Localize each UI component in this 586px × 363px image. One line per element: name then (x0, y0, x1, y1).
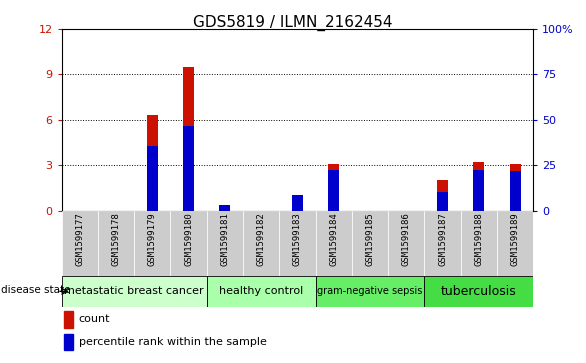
Bar (183, 67, 194, 211)
Text: GSM1599177: GSM1599177 (75, 212, 84, 266)
Text: GSM1599178: GSM1599178 (111, 212, 121, 266)
Bar (292, 206, 303, 211)
Bar (424, 276, 533, 307)
Bar (315, 276, 424, 307)
Bar (497, 211, 533, 276)
Bar (315, 211, 352, 276)
Bar (292, 195, 303, 211)
Text: GSM1599181: GSM1599181 (220, 212, 229, 266)
Bar (62, 211, 98, 276)
Bar (207, 276, 315, 307)
Bar (388, 211, 424, 276)
Bar (207, 211, 243, 276)
Text: GSM1599180: GSM1599180 (184, 212, 193, 266)
Bar (98, 211, 134, 276)
Bar (473, 170, 484, 211)
Bar (62, 276, 207, 307)
Bar (510, 164, 520, 211)
Text: metastatic breast cancer: metastatic breast cancer (64, 286, 204, 296)
Bar (280, 211, 315, 276)
Bar (134, 211, 171, 276)
Bar (328, 170, 339, 211)
Bar (510, 171, 520, 211)
Text: GSM1599184: GSM1599184 (329, 212, 338, 266)
Bar (64, 334, 73, 350)
Bar (219, 205, 230, 211)
Text: gram-negative sepsis: gram-negative sepsis (317, 286, 423, 296)
Text: count: count (79, 314, 110, 325)
Bar (352, 211, 388, 276)
Text: GSM1599179: GSM1599179 (148, 212, 156, 266)
Bar (183, 126, 194, 211)
Text: tuberculosis: tuberculosis (441, 285, 517, 298)
Text: healthy control: healthy control (219, 286, 303, 296)
Text: GSM1599189: GSM1599189 (510, 212, 520, 266)
Text: GSM1599185: GSM1599185 (366, 212, 374, 266)
Text: GDS5819 / ILMN_2162454: GDS5819 / ILMN_2162454 (193, 15, 393, 31)
Bar (219, 210, 230, 211)
Text: GSM1599186: GSM1599186 (402, 212, 411, 266)
Bar (171, 211, 207, 276)
Text: GSM1599183: GSM1599183 (293, 212, 302, 266)
Bar (437, 180, 448, 211)
Text: GSM1599188: GSM1599188 (474, 212, 483, 266)
Text: GSM1599187: GSM1599187 (438, 212, 447, 266)
Bar (424, 211, 461, 276)
Text: GSM1599182: GSM1599182 (257, 212, 265, 266)
Bar (147, 146, 158, 211)
Bar (473, 162, 484, 211)
Text: disease state: disease state (1, 285, 71, 295)
Bar (328, 164, 339, 211)
Bar (243, 211, 280, 276)
Bar (147, 115, 158, 211)
Bar (64, 311, 73, 328)
Text: percentile rank within the sample: percentile rank within the sample (79, 337, 267, 347)
Bar (461, 211, 497, 276)
Bar (437, 192, 448, 211)
